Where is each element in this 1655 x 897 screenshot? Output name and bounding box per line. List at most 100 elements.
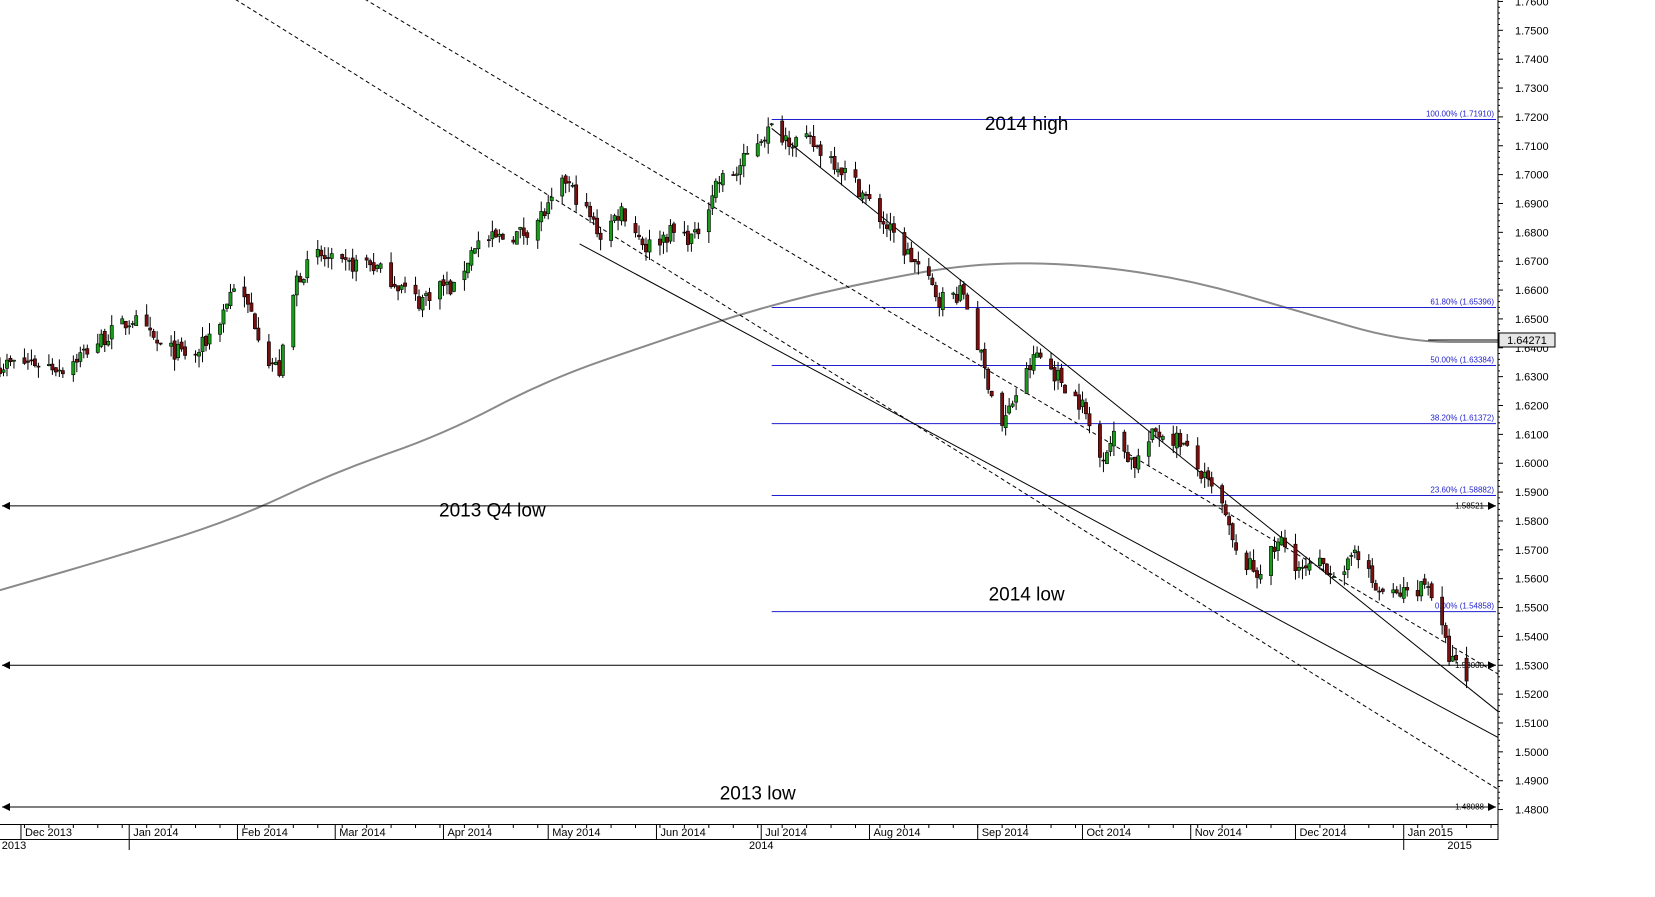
candle-up [197,352,201,357]
candle-down [867,194,872,200]
candle-down [123,320,128,329]
y-tick-label: 1.6200 [1515,401,1549,413]
annotation-label: 2014 low [989,584,1065,605]
candle-up [609,220,613,241]
y-tick-label: 1.5900 [1515,487,1549,499]
candle-down [808,135,813,137]
candle-down [1251,560,1256,572]
candle-up [1024,368,1029,394]
candle-up [518,227,523,230]
candle-down [158,342,163,345]
candle-up [836,169,840,173]
candle-up [315,248,320,258]
candle-down [179,341,184,350]
candle-down [26,360,30,363]
horizontal-line-arrow-right [1488,661,1496,670]
x-month-label: Feb 2014 [241,827,287,839]
candle-up [1105,452,1109,464]
candle-down [1153,428,1158,432]
candle-up [472,248,477,254]
y-tick-label: 1.7600 [1515,0,1549,8]
candle-down [151,331,156,338]
candle-up [804,133,809,138]
candle-down [909,247,914,263]
y-tick-label: 1.6000 [1515,458,1549,470]
candle-down [1195,445,1200,470]
candle-down [857,179,861,198]
candle-up [661,234,666,243]
y-tick-label: 1.7500 [1515,25,1549,37]
candle-down [926,266,931,276]
candle-down [266,341,271,366]
candle-down [1220,485,1225,504]
candle-down [881,221,886,225]
candle-up [1003,415,1008,428]
y-axis: 1.4800 1.4900 1.5000 1.5100 1.5200 1.5300 1.54… [1428,0,1556,840]
candle-up [1279,536,1284,546]
candle-down [1377,590,1382,593]
candle-down [1199,471,1204,479]
y-tick-label: 1.6600 [1515,285,1549,297]
candle-down [912,259,917,263]
annotation-label: 2014 high [985,114,1068,135]
candle-down [595,217,600,235]
y-tick-label: 1.6300 [1515,372,1549,384]
candle-up [1345,558,1350,571]
y-tick-label: 1.6900 [1515,198,1549,210]
candle-down [371,262,376,272]
candle-down [172,340,177,360]
candle-down [148,327,153,331]
candle-down [665,237,669,243]
candle-up [109,325,114,340]
candle-up [940,292,945,311]
candle-down [542,211,547,216]
x-year-label: 2013 [2,840,26,852]
candle-up [497,233,502,237]
candle-up [1331,576,1336,578]
y-tick-label: 1.5700 [1515,545,1549,557]
candle-up [399,285,404,290]
candle-down [623,208,627,222]
candle-down [574,184,579,205]
last-price-label: 1.64271 [1507,335,1547,347]
candle-down [1293,543,1298,572]
candle-up [1342,571,1347,575]
x-month-label: Jun 2014 [660,827,705,839]
candle-down [1443,625,1448,638]
candle-down [930,277,935,285]
candle-up [745,152,750,155]
candle-down [298,276,303,283]
candle-down [1429,583,1434,599]
y-tick-label: 1.7000 [1515,170,1549,182]
candle-up [176,343,180,359]
candle-down [1230,523,1235,541]
candle-up [951,292,956,295]
candle-down [500,233,505,240]
candle-up [1181,442,1186,445]
candle-down [902,232,907,256]
candle-down [1380,588,1385,592]
candle-down [1223,504,1228,516]
candle-down [1440,596,1445,626]
candle-down [975,308,980,351]
candle-down [242,286,247,298]
candle-down [567,181,572,184]
horizontal-line-arrow-left [2,661,10,670]
candle-down [598,232,603,240]
candle-down [832,156,837,170]
candle-up [560,177,565,197]
x-axis: Dec 2013 Jan 2014 Feb 2014 Mar 2014 Apr 2014… [0,824,1498,852]
candle-up [539,211,544,223]
moving-average-layer [0,262,1498,592]
candle-up [106,340,111,346]
candle-up [1010,403,1015,407]
candle-up [1108,442,1113,452]
candle-up [535,220,540,241]
y-tick-label: 1.4900 [1515,776,1549,788]
candle-down [1122,431,1127,452]
candle-down [731,174,736,176]
candle-up [769,123,774,126]
y-tick-label: 1.5500 [1515,603,1549,615]
candle-up [783,135,788,141]
candle-down [1209,477,1214,487]
